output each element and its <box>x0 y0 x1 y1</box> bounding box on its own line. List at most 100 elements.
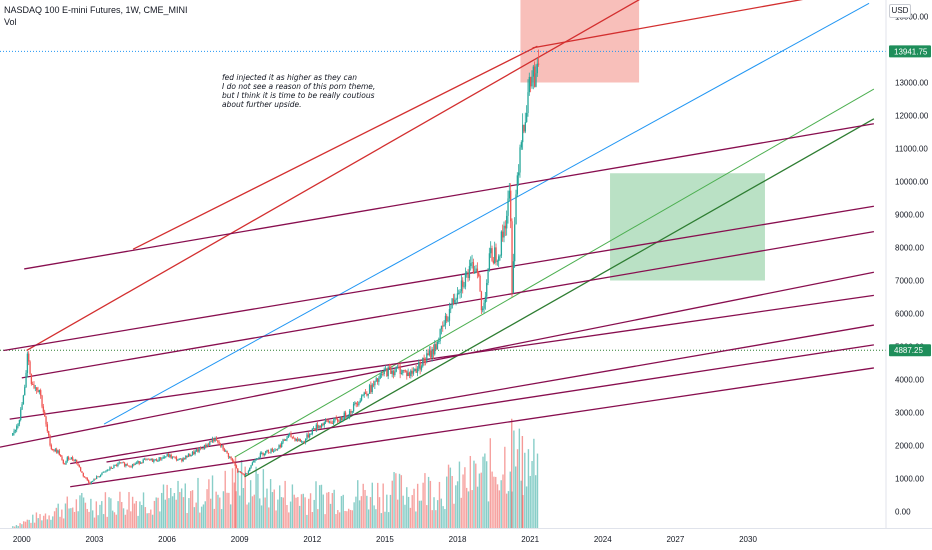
volume-bar <box>110 498 112 528</box>
volume-bar <box>387 512 390 528</box>
x-tick-label: 2021 <box>521 535 539 544</box>
volume-bar <box>431 510 433 528</box>
candle-body <box>263 453 266 456</box>
x-tick-label: 2000 <box>13 535 31 544</box>
volume-bar <box>195 502 197 528</box>
candle-body <box>347 416 349 418</box>
volume-bar <box>446 476 448 528</box>
y-tick-label: 6000.00 <box>895 310 924 319</box>
trendline-10 <box>0 271 875 448</box>
volume-bar <box>302 493 304 528</box>
candle-body <box>221 445 223 447</box>
volume-bar <box>15 525 18 528</box>
volume-bar <box>226 492 228 528</box>
volume-bar <box>222 491 225 528</box>
candle-body <box>259 453 262 458</box>
candle-body <box>50 445 53 450</box>
candle-body <box>388 367 391 369</box>
volume-bar <box>162 484 165 528</box>
volume-bar <box>495 476 497 528</box>
volume-bar <box>173 493 176 528</box>
candle-body <box>508 190 511 199</box>
trendline-6 <box>244 118 875 478</box>
candle-body <box>386 368 388 377</box>
candle-body <box>86 478 88 481</box>
candle-body <box>107 469 110 471</box>
candle-body <box>379 374 381 379</box>
volume-bar <box>44 513 47 528</box>
candle-body <box>499 255 501 257</box>
volume-bar <box>435 510 437 528</box>
volume-bar <box>191 490 194 528</box>
candle-body <box>314 428 316 430</box>
volume-bar <box>41 520 43 528</box>
volume-bar <box>77 511 79 528</box>
volume-indicator-label[interactable]: Vol <box>4 17 17 27</box>
candle-body <box>119 462 122 464</box>
volume-bar <box>144 507 147 528</box>
candle-body <box>367 393 369 396</box>
candle-body <box>422 357 424 367</box>
volume-bar <box>288 512 290 528</box>
candle-body <box>423 357 425 362</box>
volume-bar <box>520 480 522 528</box>
candle-body <box>121 462 123 464</box>
candle-body <box>374 381 376 386</box>
candle-body <box>420 366 423 370</box>
candle-body <box>427 353 429 356</box>
candle-body <box>301 441 303 443</box>
volume-bar <box>489 438 491 528</box>
volume-bar <box>264 497 266 528</box>
volume-bar <box>35 512 38 528</box>
candle-body <box>246 473 248 474</box>
currency-badge[interactable]: USD <box>889 4 911 18</box>
volume-bar <box>485 461 488 528</box>
volume-bar <box>453 503 455 528</box>
candle-body <box>344 412 347 418</box>
candle-body <box>362 394 364 397</box>
candle-body <box>492 260 495 264</box>
volume-bar <box>62 518 65 528</box>
volume-bar <box>273 489 275 528</box>
candle-body <box>524 122 527 132</box>
candle-body <box>326 419 328 421</box>
candle-body <box>510 190 512 222</box>
volume-bar <box>160 492 163 528</box>
volume-bar <box>369 497 372 528</box>
candle-body <box>72 457 74 460</box>
candle-body <box>305 439 307 443</box>
volume-bar <box>524 452 526 528</box>
candle-body <box>291 437 294 439</box>
symbol-title[interactable]: NASDAQ 100 E-mini Futures, 1W, CME_MINI <box>4 5 188 15</box>
volume-bar <box>104 492 107 528</box>
volume-bar <box>422 482 424 528</box>
volume-bar <box>224 470 226 528</box>
candle-body <box>250 465 252 468</box>
candle-body <box>490 248 492 254</box>
candle-body <box>504 225 507 229</box>
volume-bar <box>278 485 281 528</box>
volume-bar <box>150 509 152 528</box>
candle-body <box>28 353 30 362</box>
volume-bar <box>409 507 412 528</box>
x-tick-label: 2009 <box>231 535 249 544</box>
candle-body <box>287 434 290 438</box>
volume-bar <box>326 492 328 528</box>
candle-body <box>178 458 180 460</box>
volume-bar <box>397 499 399 528</box>
candle-body <box>151 458 154 462</box>
volume-bar <box>436 500 439 528</box>
candle-body <box>519 147 521 173</box>
volume-bar <box>378 497 381 528</box>
volume-bar <box>527 449 530 528</box>
candle-body <box>243 474 246 476</box>
candle-body <box>415 368 417 373</box>
candle-body <box>392 370 395 375</box>
candle-body <box>241 472 243 474</box>
volume-bar <box>318 485 321 528</box>
candle-body <box>190 454 192 457</box>
volume-bar <box>328 492 330 528</box>
volume-bar <box>460 497 462 528</box>
candle-body <box>186 455 188 457</box>
